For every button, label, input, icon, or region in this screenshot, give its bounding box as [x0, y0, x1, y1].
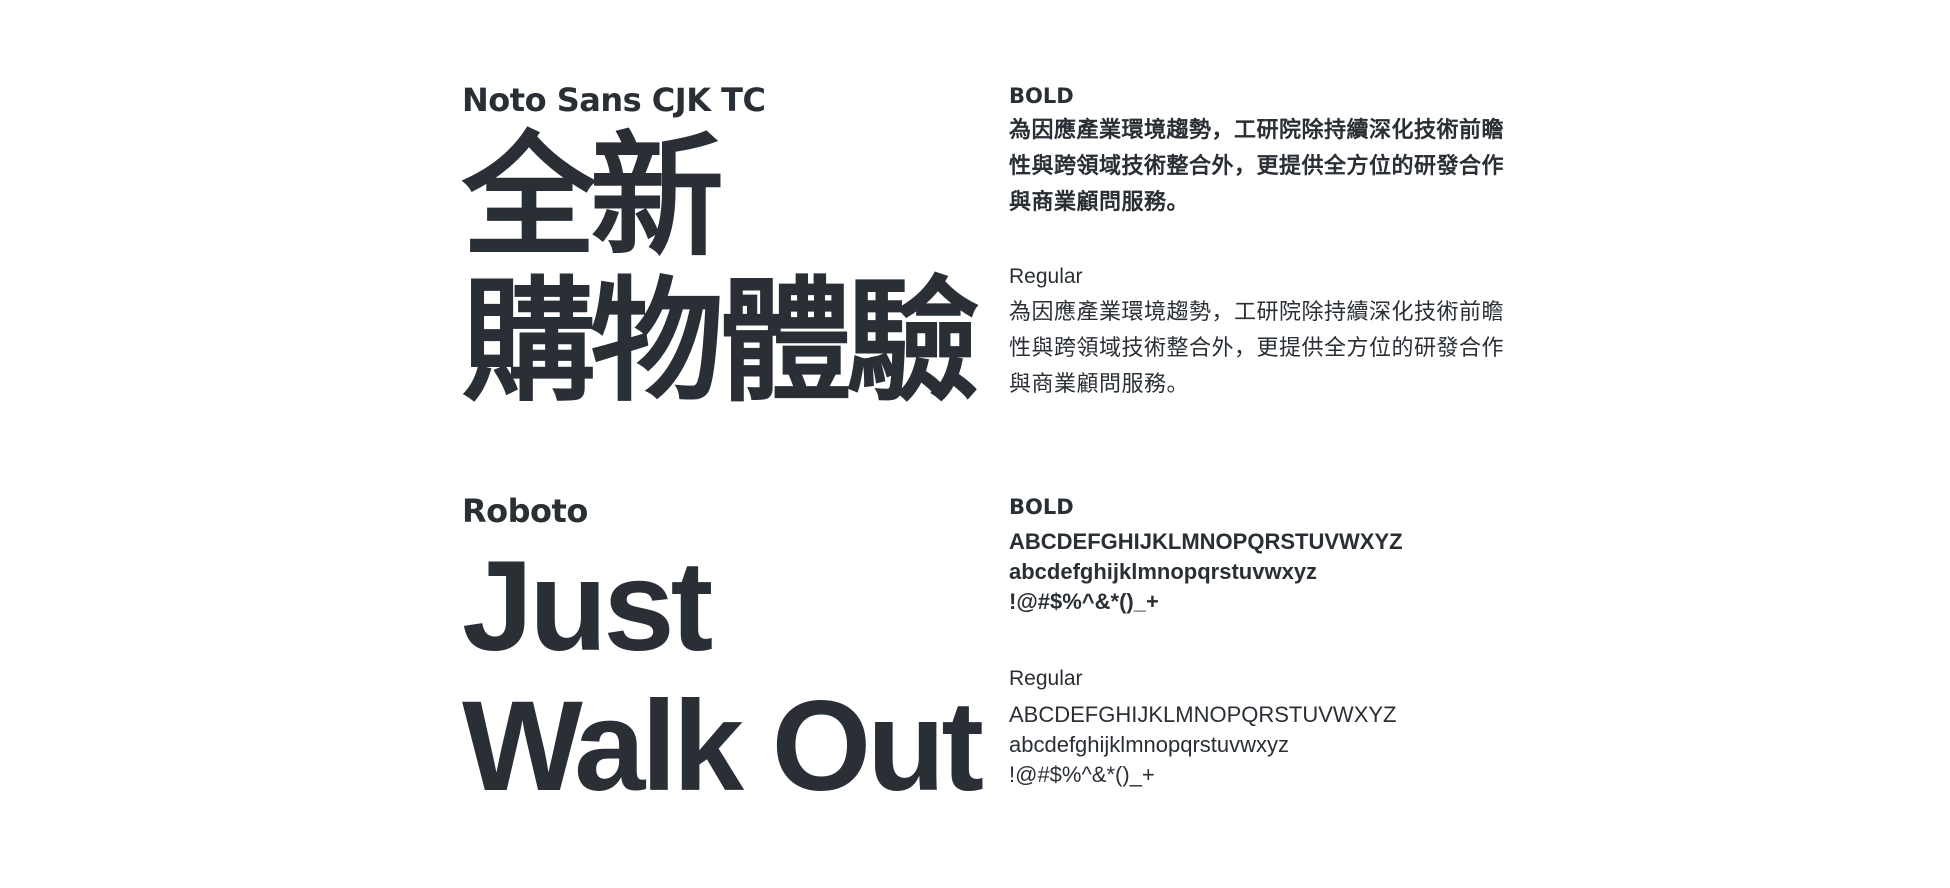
roboto-display-sample: Just Walk Out — [462, 535, 984, 818]
roboto-bold-symbols: !@#$%^&*()_+ — [1009, 589, 1159, 614]
roboto-bold-uppercase: ABCDEFGHIJKLMNOPQRSTUVWXYZ — [1009, 529, 1403, 554]
roboto-bold-label: BOLD — [1009, 495, 1074, 519]
roboto-display-line: Walk Out — [462, 675, 984, 818]
roboto-bold-lowercase: abcdefghijklmnopqrstuvwxyz — [1009, 559, 1318, 584]
roboto-bold-sample: ABCDEFGHIJKLMNOPQRSTUVWXYZ abcdefghijklm… — [1009, 527, 1403, 617]
roboto-font-name: Roboto — [462, 492, 588, 530]
noto-display-line: 全新 — [462, 119, 724, 275]
noto-regular-label: Regular — [1009, 265, 1083, 288]
noto-display-sample: 全新 購物體驗 — [462, 119, 980, 420]
roboto-regular-lowercase: abcdefghijklmnopqrstuvwxyz — [1009, 732, 1290, 757]
noto-regular-sample: 為因應產業環境趨勢，工研院除持續深化技術前瞻性與跨領域技術整合外，更提供全方位的… — [1009, 300, 1505, 397]
roboto-regular-uppercase: ABCDEFGHIJKLMNOPQRSTUVWXYZ — [1009, 702, 1397, 727]
noto-bold-sample: 為因應產業環境趨勢，工研院除持續深化技術前瞻性與跨領域技術整合外，更提供全方位的… — [1009, 118, 1505, 215]
noto-bold-label: BOLD — [1009, 84, 1074, 108]
roboto-regular-label: Regular — [1009, 667, 1083, 690]
roboto-display-line: Just — [462, 535, 713, 678]
noto-font-name: Noto Sans CJK TC — [462, 81, 766, 119]
roboto-regular-sample: ABCDEFGHIJKLMNOPQRSTUVWXYZ abcdefghijklm… — [1009, 700, 1396, 790]
noto-display-line: 購物體驗 — [462, 264, 980, 420]
roboto-regular-symbols: !@#$%^&*()_+ — [1009, 762, 1155, 787]
